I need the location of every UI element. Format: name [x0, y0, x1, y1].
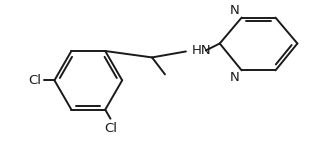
Text: N: N [230, 71, 240, 84]
Text: HN: HN [192, 44, 211, 57]
Text: Cl: Cl [29, 74, 42, 87]
Text: N: N [230, 4, 240, 17]
Text: Cl: Cl [105, 122, 118, 135]
